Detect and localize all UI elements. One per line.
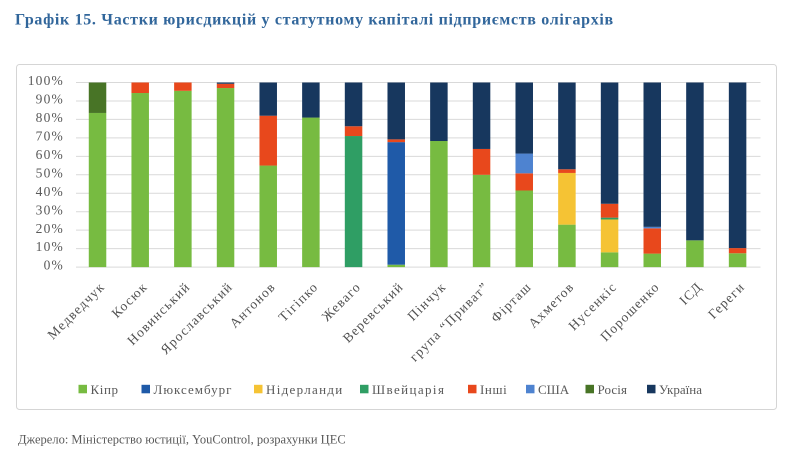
svg-text:90%: 90%: [36, 92, 64, 107]
svg-text:20%: 20%: [36, 221, 64, 236]
svg-text:30%: 30%: [36, 202, 64, 217]
svg-text:70%: 70%: [36, 128, 64, 143]
svg-text:Україна: Україна: [659, 382, 702, 397]
svg-text:Швейцарія: Швейцарія: [372, 382, 445, 397]
svg-text:Джерело: Міністерство юстиції,: Джерело: Міністерство юстиції, YouContro…: [18, 433, 346, 447]
svg-text:10%: 10%: [36, 239, 64, 254]
svg-text:Росія: Росія: [598, 382, 628, 397]
svg-text:Інші: Інші: [480, 382, 507, 397]
svg-text:100%: 100%: [28, 73, 64, 88]
svg-text:40%: 40%: [36, 184, 64, 199]
svg-text:Нідерланди: Нідерланди: [266, 382, 344, 397]
svg-text:60%: 60%: [36, 147, 64, 162]
svg-text:США: США: [538, 382, 570, 397]
svg-text:0%: 0%: [44, 258, 64, 273]
svg-text:80%: 80%: [36, 110, 64, 125]
svg-text:Кіпр: Кіпр: [91, 382, 119, 397]
svg-text:50%: 50%: [36, 165, 64, 180]
svg-text:Люксембург: Люксембург: [154, 382, 233, 397]
svg-text:Графік 15. Частки юрисдикцій у: Графік 15. Частки юрисдикцій у статутном…: [15, 12, 614, 29]
